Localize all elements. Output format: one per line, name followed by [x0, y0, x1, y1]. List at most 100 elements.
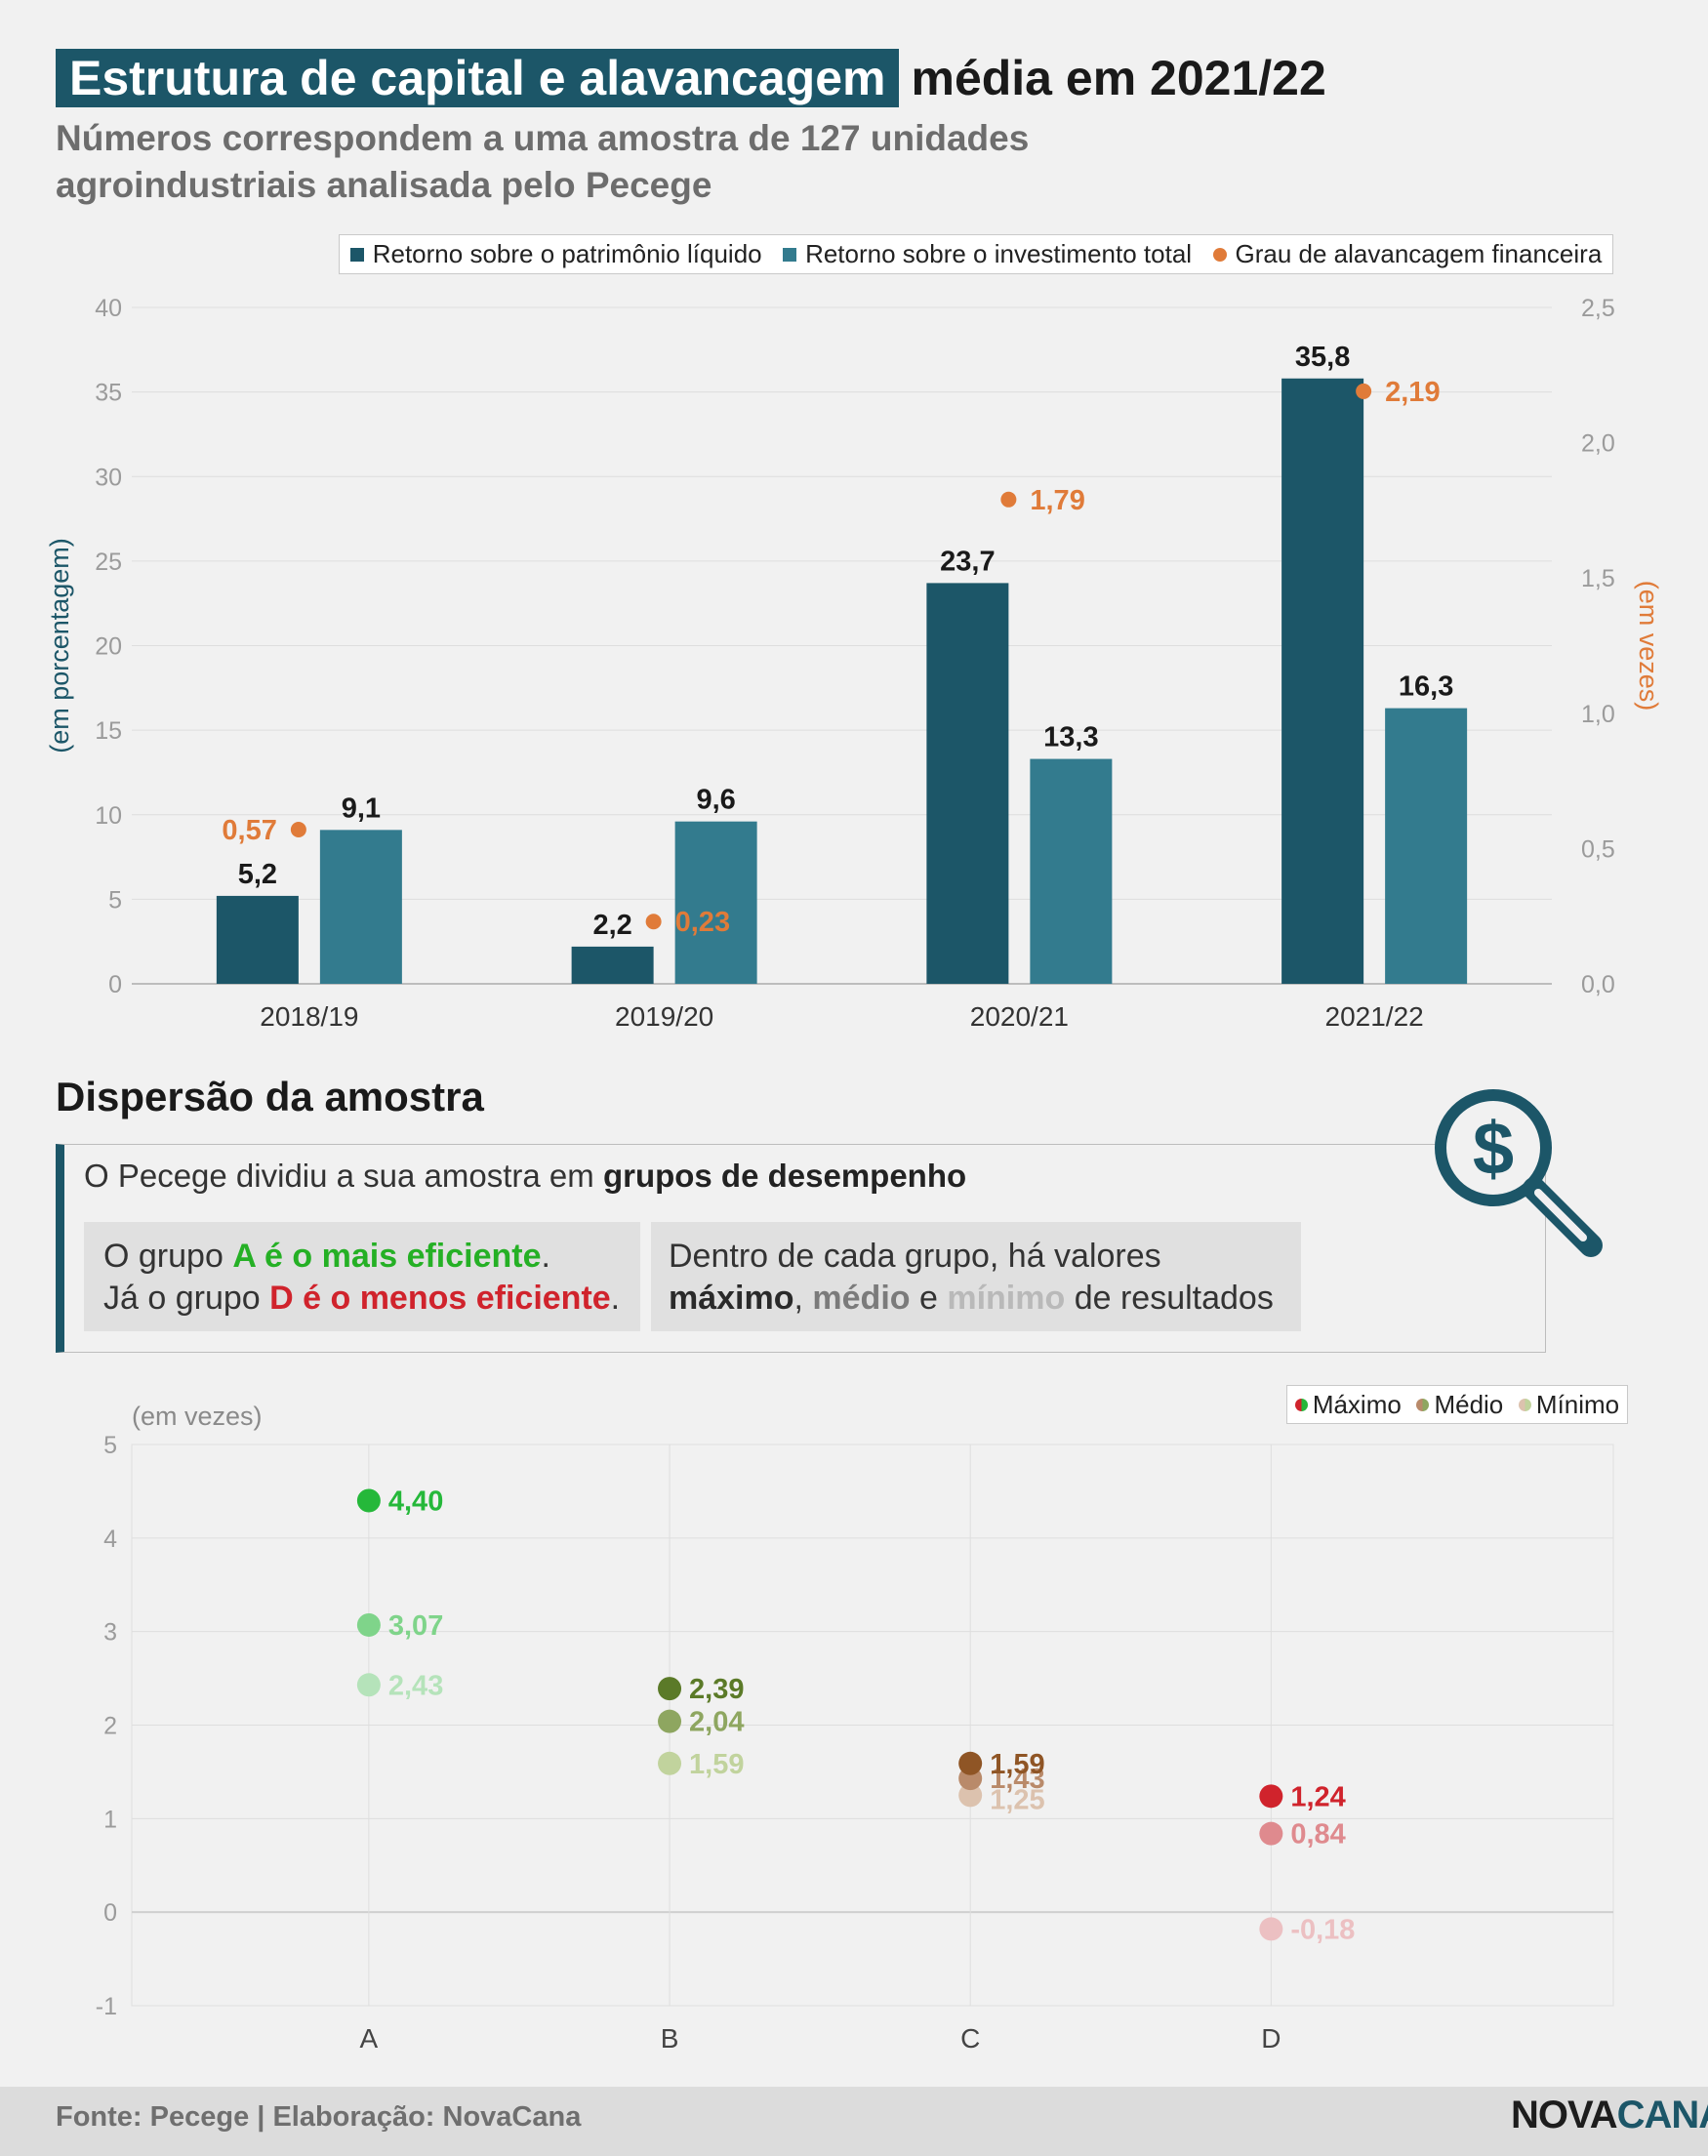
bar-roe — [1281, 378, 1364, 984]
x-tick-label: 2021/22 — [1325, 1001, 1424, 1032]
y-tick-label: -1 — [96, 1993, 117, 2020]
point-value-label: 2,39 — [689, 1674, 744, 1705]
y-tick-label: 20 — [95, 633, 122, 661]
point-value-label: 2,43 — [388, 1670, 443, 1701]
values-explanation-box: Dentro de cada grupo, há valores máximo,… — [651, 1222, 1301, 1331]
point-value-label: -0,18 — [1290, 1914, 1355, 1945]
legend-item-roi: Retorno sobre o investimento total — [783, 239, 1192, 269]
leverage-value-label: 0,23 — [675, 907, 730, 938]
point-value-label: 2,04 — [689, 1707, 744, 1738]
legend-swatch-max — [1294, 1398, 1308, 1411]
legend-label-leverage: Grau de alavancagem financeira — [1235, 239, 1603, 268]
legend-swatch-roi — [783, 247, 797, 262]
y-axis-title: (em vezes) — [132, 1402, 263, 1431]
legend-swatch-roe — [349, 247, 364, 262]
info-line: O Pecege dividiu a sua amostra em grupos… — [84, 1158, 966, 1195]
point-med — [356, 1612, 381, 1637]
point-max — [1259, 1784, 1283, 1809]
bar-value-label: 5,2 — [238, 859, 277, 890]
legend-label-roi: Retorno sobre o investimento total — [805, 239, 1193, 268]
y-tick-label: 3 — [103, 1619, 117, 1647]
point-min — [658, 1751, 682, 1775]
group-efficiency-line-2: Já o grupo D é o menos eficiente. — [103, 1278, 621, 1320]
scatter-chart: -1 0 1 2 3 4 5 (em vezes) A 2,43 3,07 4,40 B 1,59 2,04… — [96, 1402, 1614, 2054]
point-value-label: 0,84 — [1290, 1819, 1345, 1851]
point-min — [356, 1673, 381, 1697]
x-tick-label: D — [1261, 2023, 1281, 2054]
med-word: médio — [812, 1280, 911, 1317]
point-med — [658, 1709, 682, 1733]
y-right-tick-label: 1,0 — [1581, 701, 1615, 728]
bar-roi — [1385, 708, 1468, 984]
bar-roe — [216, 895, 299, 984]
bar-chart: 0 5 10 15 20 25 30 35 40 0,0 0,5 1,0 1,5 2,0 2,5 (em po… — [45, 295, 1663, 1032]
group-a-highlight: A é o mais eficiente — [232, 1238, 542, 1275]
y-tick-label: 5 — [108, 886, 122, 914]
bar-value-label: 16,3 — [1399, 671, 1453, 703]
point-min — [958, 1783, 983, 1808]
legend-item-roe: Retorno sobre o patrimônio líquido — [349, 239, 762, 269]
max-word: máximo — [669, 1280, 794, 1317]
y-tick-label: 5 — [103, 1432, 117, 1459]
point-value-label: 1,59 — [990, 1749, 1044, 1780]
bar-value-label: 13,3 — [1043, 722, 1098, 753]
section-title: Dispersão da amostra — [56, 1074, 484, 1119]
point-min — [1259, 1917, 1283, 1941]
bar-value-label: 23,7 — [940, 546, 995, 577]
x-tick-label: A — [360, 2023, 379, 2054]
point-value-label: 3,07 — [388, 1610, 443, 1642]
y-right-tick-label: 2,5 — [1581, 295, 1615, 322]
source-credit: Fonte: Pecege | Elaboração: NovaCana — [56, 2101, 582, 2133]
y-right-tick-label: 2,0 — [1581, 430, 1615, 458]
bar-roe — [571, 946, 654, 984]
values-line-1: Dentro de cada grupo, há valores — [669, 1238, 1161, 1275]
scatter-legend: Máximo Médio Mínimo — [1286, 1385, 1628, 1424]
group-efficiency-line-1: O grupo A é o mais eficiente. — [103, 1236, 621, 1278]
text-fragment: . — [610, 1280, 621, 1317]
legend-swatch-med — [1416, 1398, 1430, 1411]
point-value-label: 4,40 — [388, 1486, 443, 1518]
y-tick-label: 25 — [95, 549, 122, 576]
y-right-axis-title: (em vezes) — [1634, 581, 1663, 712]
y-tick-label: 15 — [95, 717, 122, 745]
legend-item-leverage: Grau de alavancagem financeira — [1212, 239, 1603, 269]
legend-item-med: Médio — [1416, 1390, 1503, 1420]
bar-chart-legend: Retorno sobre o patrimônio líquido Retor… — [339, 234, 1613, 274]
legend-label-roe: Retorno sobre o patrimônio líquido — [372, 239, 762, 268]
y-right-tick-label: 0,5 — [1581, 835, 1615, 863]
y-tick-label: 30 — [95, 464, 122, 491]
legend-label-min: Mínimo — [1535, 1389, 1620, 1419]
legend-item-max: Máximo — [1294, 1389, 1402, 1420]
y-tick-label: 10 — [95, 802, 122, 830]
y-tick-label: 40 — [95, 295, 122, 322]
y-tick-label: 1 — [103, 1806, 117, 1833]
legend-label-max: Máximo — [1312, 1389, 1402, 1419]
leverage-point — [1356, 383, 1372, 399]
legend-swatch-min — [1518, 1398, 1531, 1411]
text-fragment: Já o grupo — [103, 1280, 270, 1317]
svg-text:$: $ — [1473, 1108, 1514, 1191]
leverage-point — [1000, 491, 1017, 508]
y-tick-label: 4 — [103, 1525, 117, 1553]
legend-item-min: Mínimo — [1518, 1389, 1620, 1420]
bar-roi — [319, 830, 402, 984]
text-fragment: de resultados — [1065, 1280, 1274, 1317]
text-fragment: O grupo — [103, 1238, 233, 1275]
info-prefix: O Pecege dividiu a sua amostra em — [84, 1158, 603, 1194]
leverage-value-label: 2,19 — [1385, 377, 1440, 408]
y-tick-label: 0 — [108, 971, 122, 998]
point-max — [658, 1677, 682, 1701]
bar-roi — [674, 821, 757, 984]
subtitle: Números correspondem a uma amostra de 12… — [56, 118, 1030, 205]
bar-value-label: 2,2 — [592, 910, 631, 941]
x-tick-label: 2019/20 — [615, 1001, 713, 1032]
text-fragment: . — [541, 1238, 550, 1275]
y-tick-label: 2 — [103, 1713, 117, 1740]
dollar-magnifier-icon: $ — [1435, 1089, 1603, 1257]
x-tick-label: B — [661, 2023, 679, 2054]
info-bold: grupos de desempenho — [602, 1158, 967, 1194]
values-line-2: máximo, médio e mínimo de resultados — [669, 1278, 1283, 1320]
bar-roi — [1030, 758, 1113, 984]
group-efficiency-box: O grupo A é o mais eficiente. Já o grupo… — [84, 1222, 640, 1331]
leverage-value-label: 0,57 — [222, 815, 276, 846]
